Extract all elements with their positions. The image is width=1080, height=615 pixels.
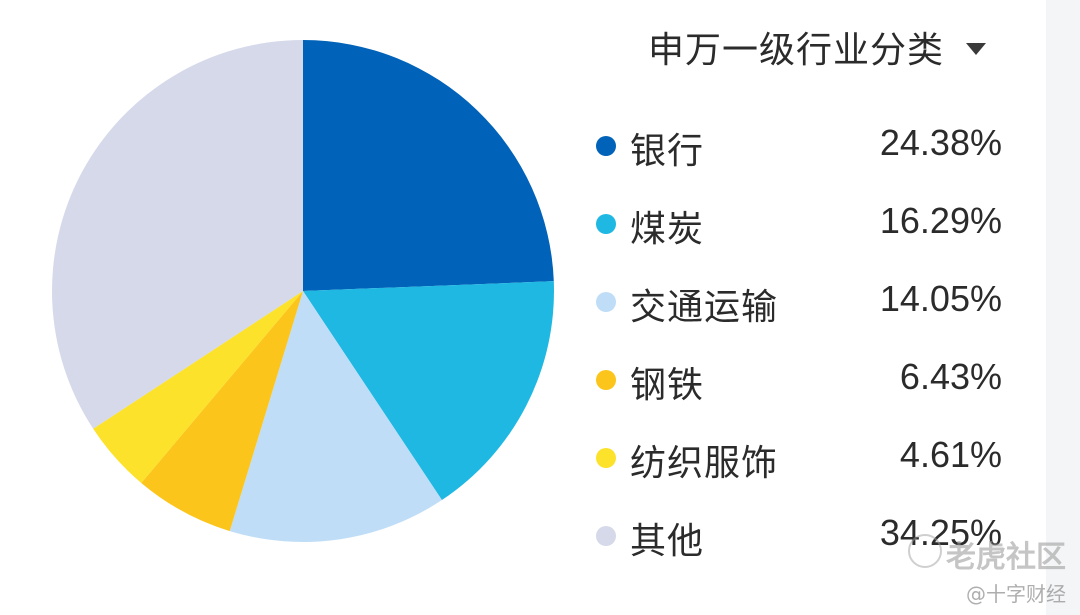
legend-item[interactable]: 交通运输 14.05% <box>596 274 1006 352</box>
legend-value: 34.25% <box>879 512 1002 553</box>
pie-slice-0[interactable] <box>303 40 554 291</box>
legend-color-dot <box>596 214 616 234</box>
pie-slice-4[interactable] <box>93 291 303 483</box>
legend-label: 银行 <box>630 131 705 172</box>
legend-value: 24.38% <box>879 122 1002 163</box>
legend-label: 其他 <box>630 521 705 562</box>
chevron-down-icon[interactable] <box>966 43 987 55</box>
pie-slice-2[interactable] <box>229 291 442 542</box>
legend-value: 6.43% <box>899 356 1002 397</box>
dropdown-label: 申万一级行业分类 <box>648 30 945 71</box>
industry-classification-dropdown[interactable]: 申万一级行业分类 <box>648 22 987 72</box>
scrollbar-track[interactable] <box>1046 0 1080 615</box>
legend-label: 纺织服饰 <box>630 443 779 484</box>
legend-label: 钢铁 <box>630 365 705 406</box>
pie-slice-5[interactable] <box>51 40 303 429</box>
chart-legend: 银行 24.38% 煤炭 16.29% 交通运输 14.05% 钢铁 6.43% 纺织服饰 4.6… <box>596 118 1006 586</box>
legend-color-dot <box>596 292 616 312</box>
pie-slice-3[interactable] <box>141 291 303 532</box>
legend-label: 交通运输 <box>630 287 779 328</box>
legend-color-dot <box>596 136 616 156</box>
legend-item[interactable]: 煤炭 16.29% <box>596 196 1006 274</box>
legend-value: 16.29% <box>879 200 1002 241</box>
legend-color-dot <box>596 370 616 390</box>
legend-label: 煤炭 <box>630 209 705 250</box>
legend-item[interactable]: 银行 24.38% <box>596 118 1006 196</box>
legend-value: 14.05% <box>879 278 1002 319</box>
legend-color-dot <box>596 526 616 546</box>
pie-chart <box>51 40 554 542</box>
legend-item[interactable]: 其他 34.25% <box>596 508 1006 586</box>
pie-slice-1[interactable] <box>303 281 554 501</box>
legend-value: 4.61% <box>899 434 1002 475</box>
legend-color-dot <box>596 448 616 468</box>
legend-item[interactable]: 纺织服饰 4.61% <box>596 430 1006 508</box>
legend-item[interactable]: 钢铁 6.43% <box>596 352 1006 430</box>
